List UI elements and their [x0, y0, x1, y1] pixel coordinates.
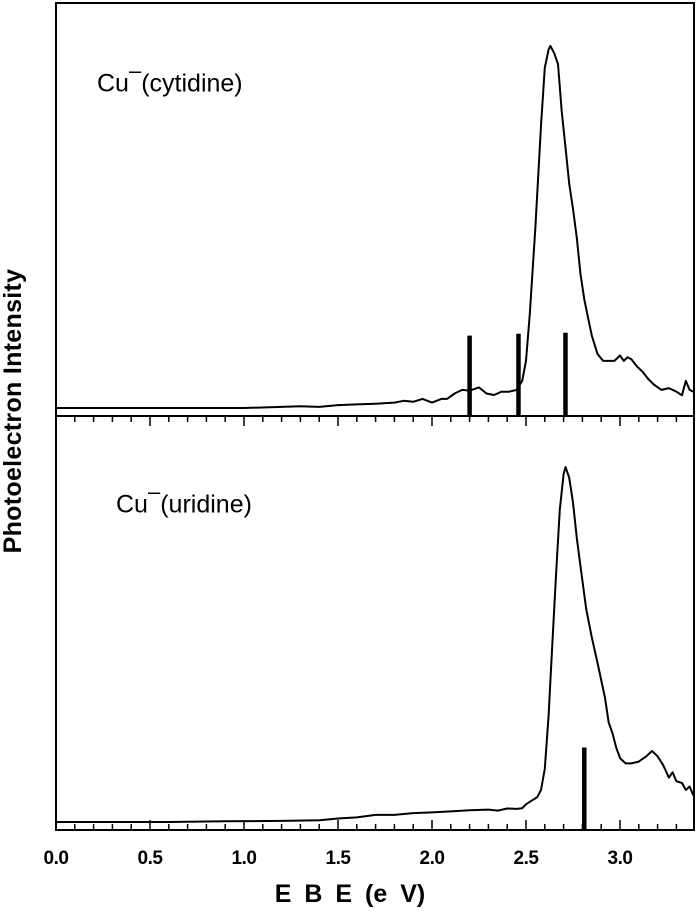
x-tick-label: 0.0: [43, 848, 69, 869]
label-base: Cu: [97, 69, 129, 98]
y-axis-label: Photoelectron Intensity: [0, 268, 27, 554]
spectrum-line: [56, 466, 695, 823]
x-tick-label: 1.5: [325, 848, 351, 869]
x-tick-label: 1.0: [231, 848, 257, 869]
x-tick-label: 2.0: [419, 848, 445, 869]
x-axis-ticks: [55, 416, 678, 830]
label-base: Cu: [116, 490, 148, 519]
x-tick-label: 3.0: [607, 848, 633, 869]
cytidine-panel: [56, 45, 694, 416]
spectrum-line: [56, 45, 694, 409]
uridine-panel-label: Cu–(uridine): [116, 479, 252, 519]
label-molecule: (uridine): [160, 490, 252, 519]
anion-superscript: –: [147, 479, 161, 504]
uridine-panel: [56, 466, 695, 830]
x-tick-label: 2.5: [513, 848, 539, 869]
x-axis-label: E B E (e V): [274, 880, 426, 908]
cytidine-panel-label: Cu–(cytidine): [97, 58, 243, 98]
x-tick-label: 0.5: [137, 848, 163, 869]
anion-superscript: –: [128, 58, 142, 83]
label-molecule: (cytidine): [141, 69, 243, 98]
